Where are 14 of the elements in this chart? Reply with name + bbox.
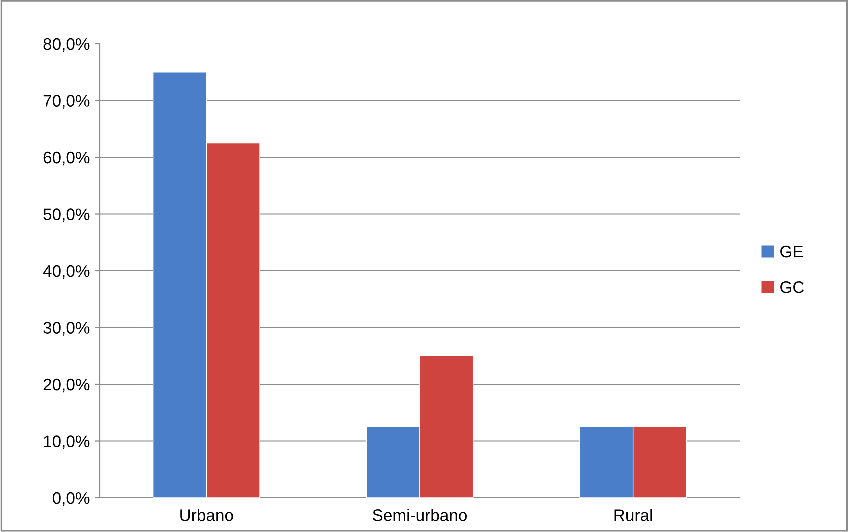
y-tick-label: 20,0% [44,378,90,393]
y-tick-label: 10,0% [44,436,90,450]
y-tick-label: 30,0% [44,322,90,336]
y-tick-label: 0,0% [52,492,90,506]
y-tick-label: 60,0% [44,152,90,166]
y-tick-label: 50,0% [44,208,90,222]
legend-label: GC [780,282,804,294]
x-tick-label: Rural [614,509,652,522]
x-tick-label: Urbano [180,509,234,522]
y-tick-label: 80,0% [44,38,90,52]
x-tick-label: Semi-urbano [373,509,468,522]
y-tick-label: 70,0% [44,95,90,109]
legend-label: GE [780,246,804,258]
y-tick-label: 40,0% [43,265,90,280]
